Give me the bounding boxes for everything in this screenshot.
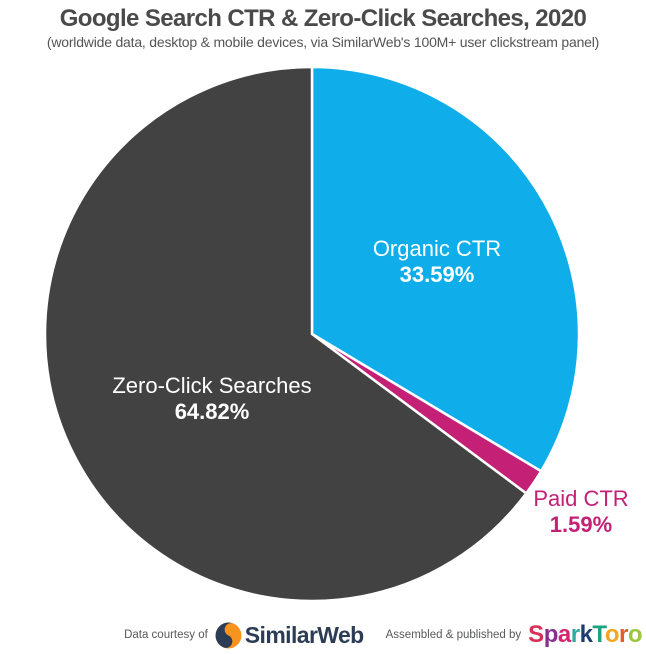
sparktoro-letter: a xyxy=(557,621,571,648)
slice-name-organic-ctr: Organic CTR xyxy=(372,236,502,261)
sparktoro-letter: r xyxy=(618,621,628,648)
page-title: Google Search CTR & Zero-Click Searches,… xyxy=(59,5,587,32)
sparktoro-letter: T xyxy=(592,621,605,648)
slice-value-zero-click-searches: 64.82% xyxy=(174,399,250,425)
sparktoro-letter: k xyxy=(579,621,593,648)
slice-name-paid-ctr: Paid CTR xyxy=(533,486,629,511)
page-subtitle: (worldwide data, desktop & mobile device… xyxy=(46,34,600,50)
slice-label-organic-ctr: Organic CTR 33.59% xyxy=(373,236,501,289)
pie-slice-organic-ctr xyxy=(310,65,581,473)
sparktoro-letter: p xyxy=(543,621,559,648)
similarweb-icon xyxy=(215,622,242,648)
sparktoro-caption: Assembled & published by xyxy=(385,629,522,641)
similarweb-wordmark: SimilarWeb xyxy=(244,621,364,648)
slice-label-paid-ctr: Paid CTR 1.59% xyxy=(533,486,628,539)
sparktoro-letter: o xyxy=(627,621,643,648)
similarweb-caption: Data courtesy of xyxy=(124,629,208,641)
sparktoro-wordmark: SparkToro xyxy=(528,621,642,649)
footer: Data courtesy of SimilarWeb Assembled & … xyxy=(0,621,646,649)
slice-label-zero-click-searches: Zero-Click Searches 64.82% xyxy=(112,373,311,426)
similarweb-logo: SimilarWeb xyxy=(215,622,364,649)
sparktoro-letter: o xyxy=(604,621,620,648)
slice-value-organic-ctr: 33.59% xyxy=(399,262,475,288)
slice-value-paid-ctr: 1.59% xyxy=(549,512,613,538)
slice-name-zero-click-searches: Zero-Click Searches xyxy=(112,373,312,398)
header: Google Search CTR & Zero-Click Searches,… xyxy=(0,0,646,50)
sparktoro-letter: S xyxy=(528,621,544,648)
pie-slice-zero-click-searches xyxy=(43,65,528,603)
sparktoro-letter: r xyxy=(570,621,580,648)
